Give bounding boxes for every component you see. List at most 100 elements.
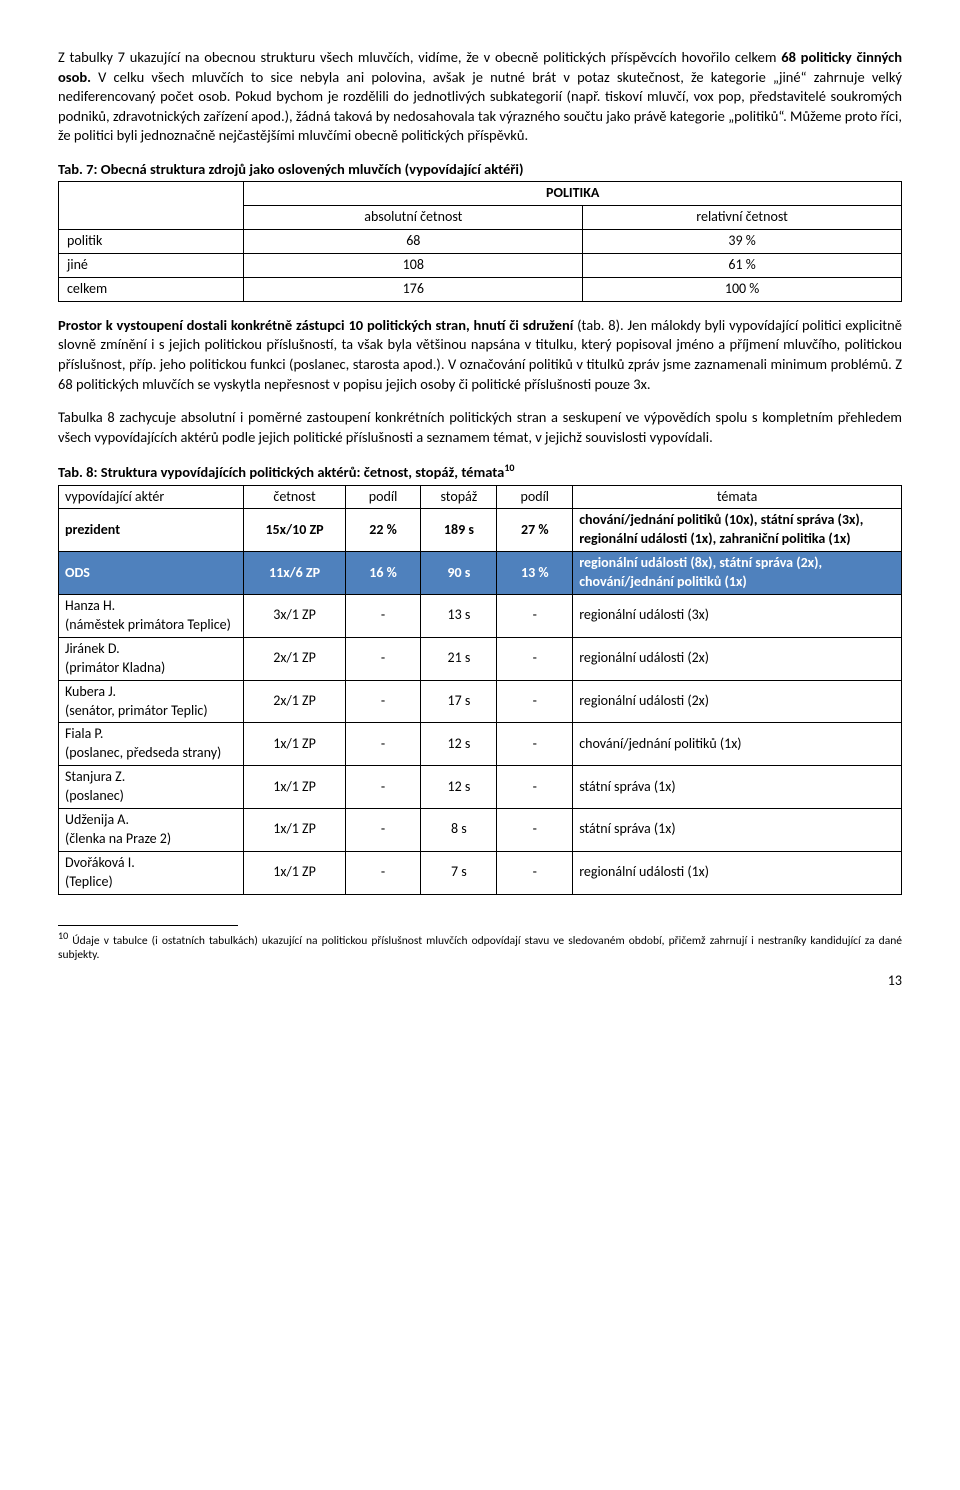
tab7-r2-b: 61 % bbox=[583, 254, 902, 278]
r2-s: 21 s bbox=[421, 637, 497, 680]
r1-l: Hanza H.(náměstek primátora Teplice) bbox=[59, 595, 244, 638]
tab7-r3-a: 176 bbox=[244, 277, 583, 301]
ods-p1: 16 % bbox=[345, 552, 421, 595]
r4-t: chování/jednání politiků (1x) bbox=[573, 723, 902, 766]
r6-c: 1x/1 ZP bbox=[244, 808, 345, 851]
r1-t: regionální události (3x) bbox=[573, 595, 902, 638]
r1-d1: - bbox=[345, 595, 421, 638]
tab8-caption: Tab. 8: Struktura vypovídajících politic… bbox=[58, 461, 902, 482]
tab8-sup: 10 bbox=[504, 461, 514, 474]
tab7-row-politik: politik 68 39 % bbox=[59, 230, 902, 254]
r2-c: 2x/1 ZP bbox=[244, 637, 345, 680]
tab7-group: POLITIKA bbox=[244, 182, 902, 206]
p1-c: V celku všech mluvčích to sice nebyla an… bbox=[58, 68, 902, 145]
tab7-col2: relativní četnost bbox=[583, 206, 902, 230]
paragraph-3: Tabulka 8 zachycuje absolutní i poměrné … bbox=[58, 408, 902, 447]
tab8-cap-text: Tab. 8: Struktura vypovídajících politic… bbox=[58, 463, 504, 481]
tab8-row-4: Fiala P.(poslanec, předseda strany) 1x/1… bbox=[59, 723, 902, 766]
r7-d1: - bbox=[345, 851, 421, 894]
tab8-h2: četnost bbox=[244, 485, 345, 509]
ods-l: ODS bbox=[59, 552, 244, 595]
r4-d1: - bbox=[345, 723, 421, 766]
ods-c: 11x/6 ZP bbox=[244, 552, 345, 595]
footnote-num: 10 bbox=[58, 929, 68, 942]
tab8-row-prezident: prezident 15x/10 ZP 22 % 189 s 27 % chov… bbox=[59, 509, 902, 552]
tab8-h5: podíl bbox=[497, 485, 573, 509]
r6-s: 8 s bbox=[421, 808, 497, 851]
r6-d2: - bbox=[497, 808, 573, 851]
p2-a: Prostor k vystoupení dostali konkrétně z… bbox=[58, 316, 573, 334]
r3-d2: - bbox=[497, 680, 573, 723]
pres-p1: 22 % bbox=[345, 509, 421, 552]
ods-p2: 13 % bbox=[497, 552, 573, 595]
tab8-h1: vypovídající aktér bbox=[59, 485, 244, 509]
r3-d1: - bbox=[345, 680, 421, 723]
tab7-r3-b: 100 % bbox=[583, 277, 902, 301]
table-8: vypovídající aktér četnost podíl stopáž … bbox=[58, 485, 902, 895]
ods-s: 90 s bbox=[421, 552, 497, 595]
r7-t: regionální události (1x) bbox=[573, 851, 902, 894]
r6-d1: - bbox=[345, 808, 421, 851]
pres-l: prezident bbox=[59, 509, 244, 552]
r6-l: Udženija A.(členka na Praze 2) bbox=[59, 808, 244, 851]
tab8-row-ods: ODS 11x/6 ZP 16 % 90 s 13 % regionální u… bbox=[59, 552, 902, 595]
r2-t: regionální události (2x) bbox=[573, 637, 902, 680]
r4-d2: - bbox=[497, 723, 573, 766]
tab7-row-jine: jiné 108 61 % bbox=[59, 254, 902, 278]
tab7-r2-a: 108 bbox=[244, 254, 583, 278]
r3-c: 2x/1 ZP bbox=[244, 680, 345, 723]
r5-l: Stanjura Z.(poslanec) bbox=[59, 766, 244, 809]
pres-s: 189 s bbox=[421, 509, 497, 552]
r4-c: 1x/1 ZP bbox=[244, 723, 345, 766]
r7-d2: - bbox=[497, 851, 573, 894]
tab7-col1: absolutní četnost bbox=[244, 206, 583, 230]
paragraph-1: Z tabulky 7 ukazující na obecnou struktu… bbox=[58, 48, 902, 146]
tab8-row-7: Dvořáková I.(Teplice) 1x/1 ZP - 7 s - re… bbox=[59, 851, 902, 894]
r4-l: Fiala P.(poslanec, předseda strany) bbox=[59, 723, 244, 766]
tab7-caption: Tab. 7: Obecná struktura zdrojů jako osl… bbox=[58, 160, 902, 180]
tab8-row-3: Kubera J.(senátor, primátor Teplic) 2x/1… bbox=[59, 680, 902, 723]
footnote-text: Údaje v tabulce (i ostatních tabulkách) … bbox=[58, 933, 902, 961]
tab7-r1-l: politik bbox=[59, 230, 244, 254]
r5-c: 1x/1 ZP bbox=[244, 766, 345, 809]
ods-t: regionální události (8x), státní správa … bbox=[573, 552, 902, 595]
r5-d1: - bbox=[345, 766, 421, 809]
tab8-row-1: Hanza H.(náměstek primátora Teplice) 3x/… bbox=[59, 595, 902, 638]
tab7-r2-l: jiné bbox=[59, 254, 244, 278]
r2-l: Jiránek D.(primátor Kladna) bbox=[59, 637, 244, 680]
r3-l: Kubera J.(senátor, primátor Teplic) bbox=[59, 680, 244, 723]
r1-c: 3x/1 ZP bbox=[244, 595, 345, 638]
tab8-row-5: Stanjura Z.(poslanec) 1x/1 ZP - 12 s - s… bbox=[59, 766, 902, 809]
p1-a: Z tabulky 7 ukazující na obecnou struktu… bbox=[58, 48, 781, 66]
r3-s: 17 s bbox=[421, 680, 497, 723]
r7-s: 7 s bbox=[421, 851, 497, 894]
r5-t: státní správa (1x) bbox=[573, 766, 902, 809]
tab8-h6: témata bbox=[573, 485, 902, 509]
tab7-group-row: POLITIKA bbox=[59, 182, 902, 206]
footnote-separator bbox=[58, 925, 238, 926]
tab8-header-row: vypovídající aktér četnost podíl stopáž … bbox=[59, 485, 902, 509]
r7-l: Dvořáková I.(Teplice) bbox=[59, 851, 244, 894]
tab8-row-6: Udženija A.(členka na Praze 2) 1x/1 ZP -… bbox=[59, 808, 902, 851]
footnote: 10 Údaje v tabulce (i ostatních tabulkác… bbox=[58, 930, 902, 963]
tab8-h4: stopáž bbox=[421, 485, 497, 509]
table-7: POLITIKA absolutní četnost relativní čet… bbox=[58, 181, 902, 301]
tab7-r1-b: 39 % bbox=[583, 230, 902, 254]
r3-t: regionální události (2x) bbox=[573, 680, 902, 723]
r5-s: 12 s bbox=[421, 766, 497, 809]
r1-d2: - bbox=[497, 595, 573, 638]
r1-s: 13 s bbox=[421, 595, 497, 638]
r5-d2: - bbox=[497, 766, 573, 809]
paragraph-2: Prostor k vystoupení dostali konkrétně z… bbox=[58, 316, 902, 394]
tab7-r1-a: 68 bbox=[244, 230, 583, 254]
pres-c: 15x/10 ZP bbox=[244, 509, 345, 552]
r6-t: státní správa (1x) bbox=[573, 808, 902, 851]
pres-p2: 27 % bbox=[497, 509, 573, 552]
page-number: 13 bbox=[58, 972, 902, 991]
r4-s: 12 s bbox=[421, 723, 497, 766]
tab8-h3: podíl bbox=[345, 485, 421, 509]
pres-t: chování/jednání politiků (10x), státní s… bbox=[573, 509, 902, 552]
tab7-r3-l: celkem bbox=[59, 277, 244, 301]
tab7-row-celkem: celkem 176 100 % bbox=[59, 277, 902, 301]
r7-c: 1x/1 ZP bbox=[244, 851, 345, 894]
